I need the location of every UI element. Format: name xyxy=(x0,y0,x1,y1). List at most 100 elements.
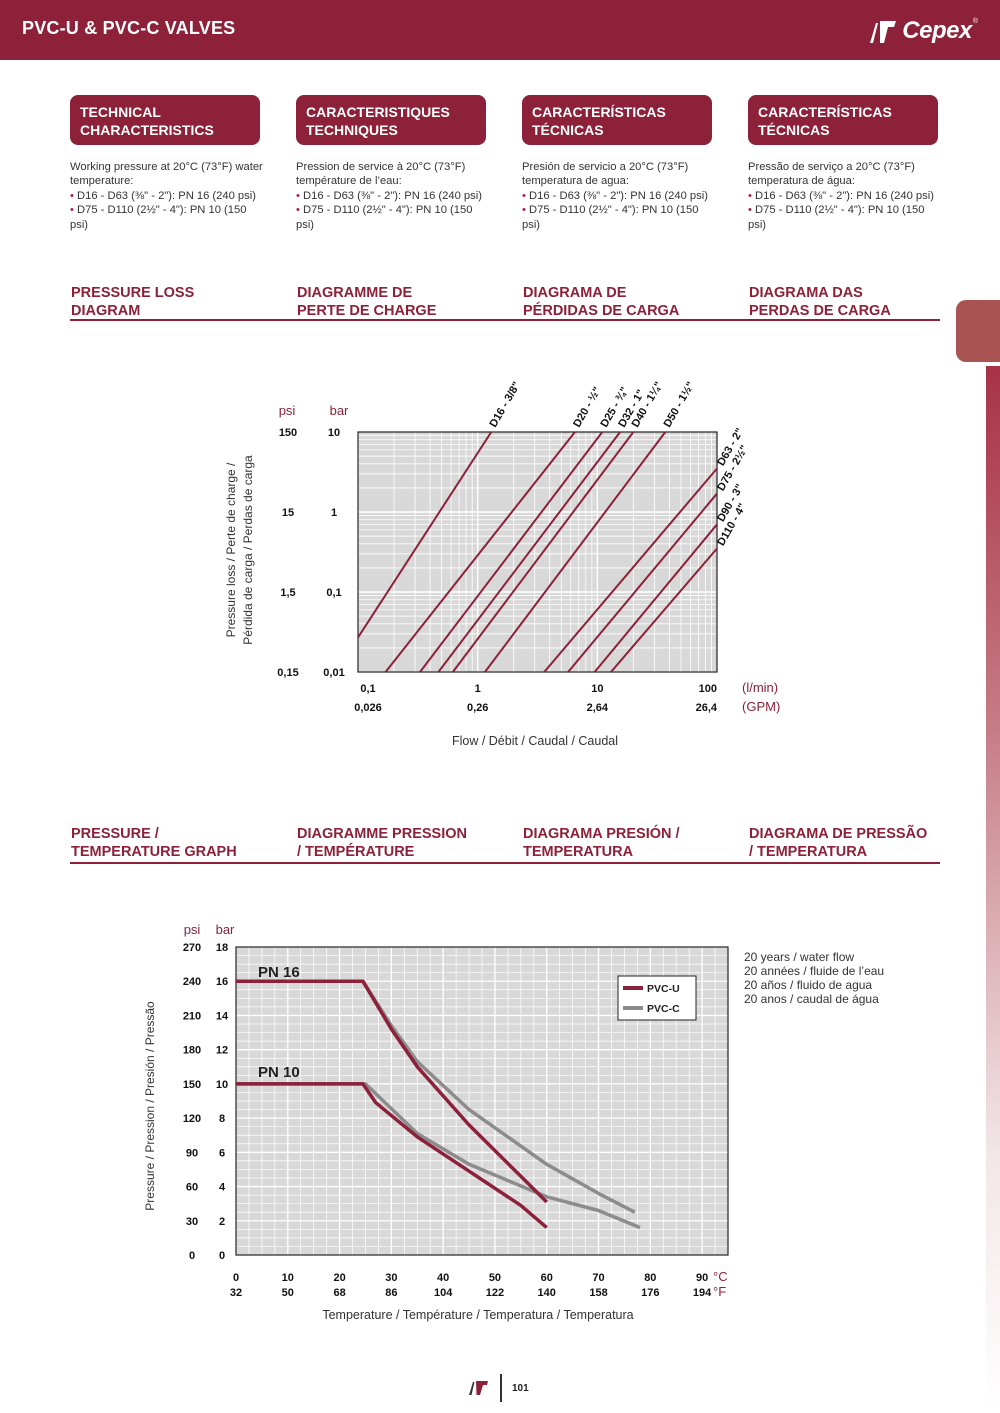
x-tick-celsius: 0 xyxy=(233,1272,239,1284)
pressure-loss-heading-pt: DIAGRAMA DAS PERDAS DE CARGA xyxy=(749,285,891,319)
bullet-line: • D16 - D63 (⅜" - 2"): PN 16 (240 psi) xyxy=(522,189,708,202)
y-tick-bar: 0,01 xyxy=(323,667,344,679)
bullet-icon: • xyxy=(70,189,74,202)
x-tick-celsius: 70 xyxy=(592,1272,604,1284)
pn10-annotation: PN 10 xyxy=(258,1064,300,1081)
document-title: PVC-U & PVC-C VALVES xyxy=(22,18,236,38)
y-axis-title: Pressure / Pression / Presión / Pressão xyxy=(143,1001,157,1211)
y-tick-bar: 16 xyxy=(216,976,228,988)
x-tick-fahrenheit: 140 xyxy=(538,1287,556,1299)
heading-line: TÉCNICAS xyxy=(532,122,604,138)
x-tick-fahrenheit: 104 xyxy=(434,1287,453,1299)
series-line xyxy=(610,547,717,672)
series-line xyxy=(236,1082,641,1230)
x-axis-title: Flow / Débit / Caudal / Caudal xyxy=(452,734,618,748)
x-tick-gpm: 26,4 xyxy=(696,702,718,714)
y-tick-psi: 180 xyxy=(183,1045,201,1057)
cepex-logo-icon xyxy=(870,21,897,43)
x-tick-celsius: 60 xyxy=(541,1272,553,1284)
x-tick-celsius: 90 xyxy=(696,1272,708,1284)
bullet-icon: • xyxy=(748,189,752,202)
y-tick-psi: 0 xyxy=(189,1250,195,1262)
series-line xyxy=(567,492,717,672)
x-tick-fahrenheit: 176 xyxy=(641,1287,659,1299)
x-tick-fahrenheit: 86 xyxy=(385,1287,397,1299)
x-unit-primary: (l/min) xyxy=(742,680,778,695)
bullet-line: • D16 - D63 (⅜" - 2"): PN 16 (240 psi) xyxy=(296,189,482,202)
x-tick-celsius: 50 xyxy=(489,1272,501,1284)
series-line xyxy=(484,432,667,672)
x-tick-gpm: 2,64 xyxy=(587,702,609,714)
x-unit-fahrenheit: °F xyxy=(713,1284,726,1299)
x-tick-fahrenheit: 50 xyxy=(282,1287,294,1299)
series-line xyxy=(419,432,604,672)
bullet-line: • D16 - D63 (⅜" - 2"): PN 16 (240 psi) xyxy=(748,189,934,202)
technical-text-pt: Pressão de serviço a 20°C (73°F) tempera… xyxy=(748,160,943,232)
bullet-icon: • xyxy=(296,204,300,217)
series-line xyxy=(452,432,635,672)
page-number: 101 xyxy=(512,1383,529,1394)
technical-heading-en: TECHNICAL CHARACTERISTICS xyxy=(70,95,260,145)
technical-heading-fr: CARACTERISTIQUES TECHNIQUES xyxy=(296,95,486,145)
bullet-icon: • xyxy=(748,204,752,217)
section-rule xyxy=(70,319,940,321)
series-lines xyxy=(358,432,717,672)
pt-heading-fr: DIAGRAMME PRESSION / TEMPÉRATURE xyxy=(297,826,467,860)
y-unit-bar: bar xyxy=(216,922,235,937)
bullet-icon: • xyxy=(70,204,74,217)
x-tick-fahrenheit: 68 xyxy=(333,1287,345,1299)
legend-label-pvc-c: PVC-C xyxy=(647,1003,680,1015)
pt-heading-es: DIAGRAMA PRESIÓN / TEMPERATURA xyxy=(523,826,680,860)
heading-line: TECHNICAL xyxy=(80,104,161,120)
pt-heading-pt: DIAGRAMA DE PRESSÃO / TEMPERATURA xyxy=(749,826,928,860)
logo-registered-mark: ® xyxy=(972,18,978,25)
heading-line: TECHNIQUES xyxy=(306,122,398,138)
section-side-tab xyxy=(956,300,1000,362)
pn16-annotation: PN 16 xyxy=(258,964,300,981)
text-line: Working pressure at 20°C (73°F) water te… xyxy=(70,161,263,188)
y-unit-psi: psi xyxy=(184,922,201,937)
x-tick-celsius: 30 xyxy=(385,1272,397,1284)
heading-line: CHARACTERISTICS xyxy=(80,122,214,138)
y-unit-bar: bar xyxy=(330,403,349,418)
logo-text: Cepex xyxy=(902,17,972,44)
technical-text-en: Working pressure at 20°C (73°F) water te… xyxy=(70,160,265,232)
y-tick-bar: 10 xyxy=(328,427,340,439)
service-note: 20 years / water flow 20 années / fluide… xyxy=(744,950,884,1006)
x-tick-lmin: 0,1 xyxy=(360,683,375,695)
y-tick-psi: 150 xyxy=(279,427,297,439)
x-tick-fahrenheit: 194 xyxy=(693,1287,712,1299)
x-tick-celsius: 40 xyxy=(437,1272,449,1284)
series-line xyxy=(236,1082,548,1229)
series-lines xyxy=(236,979,641,1230)
y-tick-bar: 6 xyxy=(219,1147,225,1159)
bullet-line: • D75 - D110 (2½" - 4"): PN 10 (150 psi) xyxy=(522,204,699,231)
x-tick-labels: 0 32 10 50 20 68 30 86 40 104 50 122 60 140 70 158 80 176… xyxy=(230,1272,712,1299)
y-tick-psi: 1,5 xyxy=(280,587,295,599)
y-tick-bar: 12 xyxy=(216,1045,228,1057)
y-tick-bar: 1 xyxy=(331,507,337,519)
pressure-loss-heading-en: PRESSURE LOSS DIAGRAM xyxy=(71,285,195,319)
series-line xyxy=(593,523,717,672)
y-tick-bar: 10 xyxy=(216,1079,228,1091)
heading-line: CARACTERISTIQUES xyxy=(306,104,450,120)
cepex-logo: Cepex ® xyxy=(868,16,978,46)
x-unit-celsius: °C xyxy=(713,1269,728,1284)
note-line: 20 années / fluide de l’eau xyxy=(744,964,884,978)
note-line: 20 years / water flow xyxy=(744,950,854,964)
y-tick-bar: 18 xyxy=(216,942,228,954)
y-tick-psi: 240 xyxy=(183,976,201,988)
legend-label-pvc-u: PVC-U xyxy=(647,983,680,995)
y-tick-psi: 90 xyxy=(186,1147,198,1159)
bullet-icon: • xyxy=(522,189,526,202)
x-tick-gpm: 0,026 xyxy=(354,702,382,714)
cepex-footer-icon xyxy=(469,1381,488,1395)
header-bar: PVC-U & PVC-C VALVES Cepex ® xyxy=(0,0,1000,60)
heading-line: CARACTERÍSTICAS xyxy=(758,104,892,120)
technical-heading-pt: CARACTERÍSTICAS TÉCNICAS xyxy=(748,95,938,145)
bullet-line: • D16 - D63 (⅜" - 2"): PN 16 (240 psi) xyxy=(70,189,256,202)
series-label: D16 - 3/8" xyxy=(488,380,524,430)
y-tick-bar: 14 xyxy=(216,1010,229,1022)
x-tick-lmin: 100 xyxy=(699,683,717,695)
